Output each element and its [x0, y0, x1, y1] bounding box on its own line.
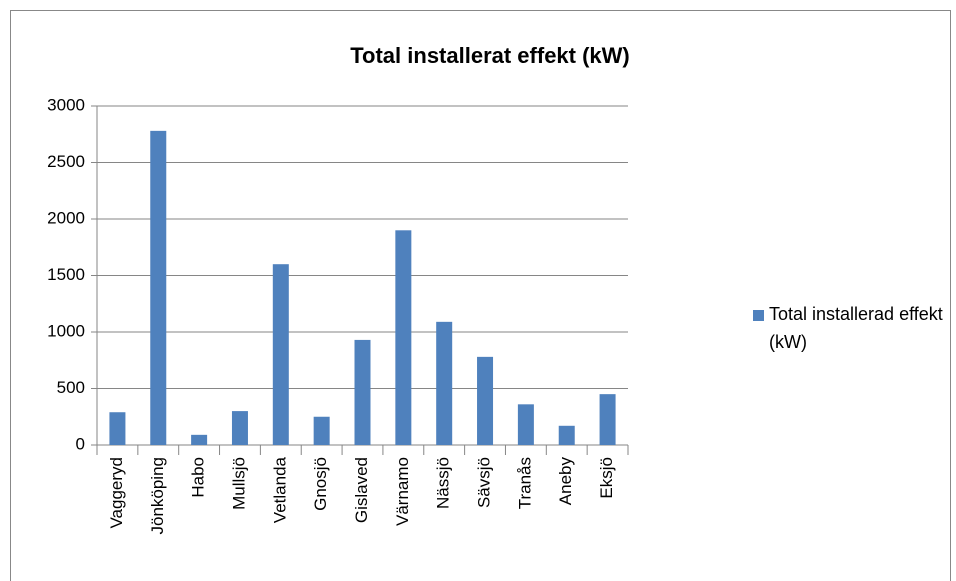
x-tick-label: Värnamo	[393, 457, 412, 526]
legend: Total installerad effekt (kW)	[753, 300, 953, 356]
x-tick-label: Gislaved	[352, 457, 371, 523]
legend-swatch	[753, 310, 764, 321]
bar	[231, 411, 248, 445]
y-tick-label: 0	[76, 434, 85, 453]
x-tick-label: Vaggeryd	[107, 457, 126, 529]
y-tick-label: 500	[57, 378, 85, 397]
bar	[109, 412, 126, 445]
chart-title: Total installerat effekt (kW)	[350, 43, 630, 68]
y-tick-label: 1000	[47, 321, 85, 340]
x-tick-label: Vetlanda	[270, 456, 289, 523]
x-tick-label: Aneby	[556, 457, 575, 506]
bar	[558, 425, 575, 445]
y-tick-label: 2500	[47, 152, 85, 171]
x-tick-label: Jönköping	[148, 457, 167, 535]
y-tick-label: 2000	[47, 208, 85, 227]
bar	[272, 264, 289, 445]
x-tick-label: Habo	[189, 457, 208, 498]
bar	[150, 130, 167, 446]
bar	[599, 394, 616, 445]
y-tick-label: 1500	[47, 265, 85, 284]
x-tick-label: Eksjö	[597, 457, 616, 499]
x-tick-label: Sävsjö	[475, 457, 494, 508]
legend-label: Total installerad effekt (kW)	[769, 304, 943, 352]
y-tick-label: 3000	[47, 95, 85, 114]
bar	[436, 321, 453, 445]
bar	[477, 356, 494, 445]
bar	[313, 416, 330, 445]
x-tick-label: Tranås	[515, 457, 534, 509]
bar	[517, 404, 534, 445]
x-tick-label: Nässjö	[434, 457, 453, 509]
x-tick-label: Gnosjö	[311, 457, 330, 511]
bar	[395, 230, 412, 445]
bar	[354, 339, 371, 445]
bar	[191, 434, 208, 445]
x-tick-label: Mullsjö	[229, 457, 248, 510]
